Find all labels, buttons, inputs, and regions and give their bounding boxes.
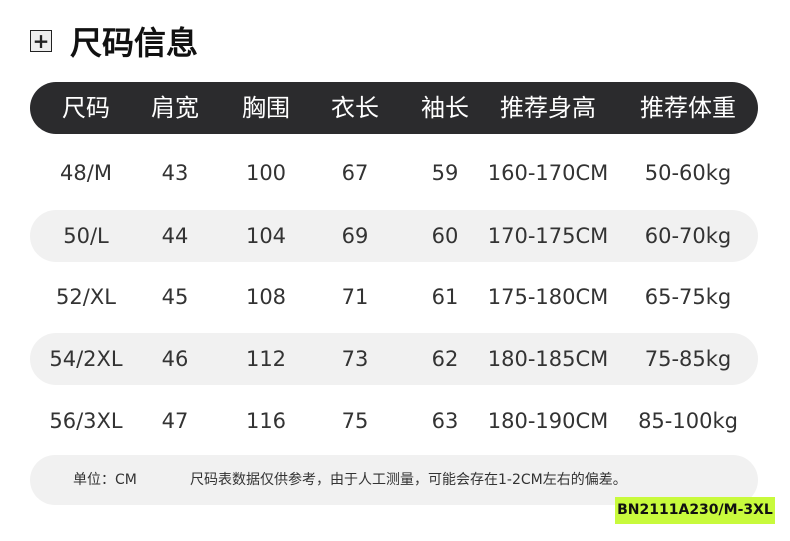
table-cell: 59 [431, 161, 459, 185]
column-header: 肩宽 [151, 94, 199, 122]
table-cell: 108 [245, 285, 287, 309]
table-cell: 75 [341, 409, 369, 433]
table-row: 50/L 44 104 69 60 170-175CM 60-70kg [30, 210, 758, 262]
table-cell: 104 [245, 224, 287, 248]
table-cell: 44 [161, 224, 189, 248]
table-cell: 61 [431, 285, 459, 309]
column-header: 衣长 [331, 94, 379, 122]
table-cell: 69 [341, 224, 369, 248]
column-header: 推荐身高 [500, 94, 596, 122]
table-cell: 75-85kg [644, 347, 732, 371]
table-cell: 52/XL [56, 285, 116, 309]
table-cell: 112 [245, 347, 287, 371]
table-cell: 48/M [60, 161, 112, 185]
column-header: 袖长 [421, 94, 469, 122]
table-row: 52/XL 45 108 71 61 175-180CM 65-75kg [30, 271, 758, 323]
table-cell: 100 [245, 161, 287, 185]
table-cell: 85-100kg [638, 409, 738, 433]
table-cell: 67 [341, 161, 369, 185]
table-cell: 50/L [63, 224, 109, 248]
table-cell: 63 [431, 409, 459, 433]
column-header: 胸围 [242, 94, 290, 122]
table-cell: 60 [431, 224, 459, 248]
table-cell: 65-75kg [644, 285, 732, 309]
table-cell: 60-70kg [644, 224, 732, 248]
table-cell: 170-175CM [487, 224, 609, 248]
table-cell: 160-170CM [487, 161, 609, 185]
column-header: 推荐体重 [640, 94, 736, 122]
table-cell: 54/2XL [49, 347, 123, 371]
table-cell: 116 [245, 409, 287, 433]
table-cell: 47 [161, 409, 189, 433]
table-cell: 180-185CM [487, 347, 609, 371]
column-header: 尺码 [62, 94, 110, 122]
table-cell: 43 [161, 161, 189, 185]
title-text: 尺码信息 [70, 24, 199, 62]
table-cell: 71 [341, 285, 369, 309]
table-row: 48/M 43 100 67 59 160-170CM 50-60kg [30, 147, 758, 199]
table-cell: 46 [161, 347, 189, 371]
plus-box-icon: + [30, 30, 52, 52]
unit-label: 单位：CM [73, 472, 137, 488]
section-title: + 尺码信息 [30, 18, 198, 64]
table-cell: 73 [341, 347, 369, 371]
product-code-badge: BN2111A230/M-3XL [615, 497, 775, 524]
table-cell: 56/3XL [49, 409, 123, 433]
table-header: 尺码 肩宽 胸围 衣长 袖长 推荐身高 推荐体重 [30, 82, 758, 134]
disclaimer: 尺码表数据仅供参考，由于人工测量，可能会存在1-2CM左右的偏差。 [190, 472, 627, 488]
table-row: 56/3XL 47 116 75 63 180-190CM 85-100kg [30, 395, 758, 447]
table-cell: 50-60kg [644, 161, 732, 185]
table-row: 54/2XL 46 112 73 62 180-185CM 75-85kg [30, 333, 758, 385]
table-cell: 45 [161, 285, 189, 309]
table-cell: 62 [431, 347, 459, 371]
table-cell: 180-190CM [487, 409, 609, 433]
table-cell: 175-180CM [487, 285, 609, 309]
footer-note: 单位：CM 尺码表数据仅供参考，由于人工测量，可能会存在1-2CM左右的偏差。 [30, 455, 758, 505]
